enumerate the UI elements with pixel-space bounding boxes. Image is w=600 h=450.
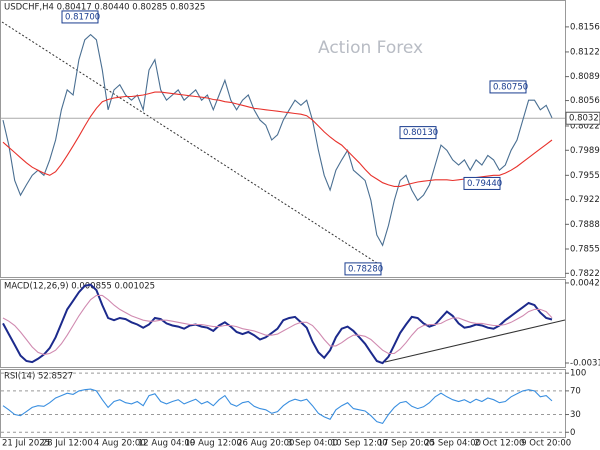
x-tick-label: 12 Aug 04:00	[138, 439, 195, 449]
y-tick-label: 0.81225	[570, 47, 600, 57]
x-tick-label: 28 Jul 12:00	[42, 439, 93, 449]
y-tick-label: 0	[570, 428, 575, 438]
x-tick-label: 21 Jul 2025	[2, 439, 50, 449]
annotation-box	[489, 80, 527, 94]
x-tick-label: 3 Sep 04:00	[287, 439, 338, 449]
y-tick-label: 0.78885	[570, 220, 600, 230]
annotation-label: 0.80130	[403, 128, 438, 138]
series-line	[2, 33, 553, 247]
watermark: Action Forex	[318, 38, 423, 58]
x-tick-label: 9 Oct 20:00	[521, 439, 571, 449]
y-tick-label: 0.004262	[570, 278, 600, 288]
y-tick-label: -0.003188	[570, 359, 600, 369]
annotation-label: 0.81700	[65, 12, 100, 22]
annotation-box	[344, 262, 382, 276]
x-tick-label: 26 Aug 20:00	[237, 439, 294, 449]
y-tick-label: 0.80565	[570, 96, 600, 106]
main-panel	[0, 0, 566, 278]
annotation-label: 0.78280	[348, 264, 383, 274]
y-tick-label: 0.81565	[570, 22, 600, 32]
x-tick-label: 2 Oct 12:00	[474, 439, 524, 449]
annotation-box	[463, 176, 501, 190]
last-price-label: 0.80325	[569, 114, 600, 124]
macd-title: MACD(12,26,9) 0.000855 0.001025	[4, 282, 155, 292]
last-price-box	[565, 111, 600, 125]
annotation-box	[61, 10, 99, 24]
macd-trend-line	[384, 319, 566, 363]
x-tick-label: 17 Sep 20:00	[378, 439, 435, 449]
series-line	[2, 294, 553, 356]
y-tick-label: 30	[570, 410, 581, 420]
annotation-box	[399, 126, 437, 140]
macd-panel	[0, 279, 566, 368]
series-line	[2, 283, 553, 365]
chart-title: USDCHF,H4 0.80417 0.80440 0.80285 0.8032…	[4, 3, 205, 13]
x-tick-label: 10 Sep 12:00	[331, 439, 388, 449]
series-line	[2, 91, 553, 187]
rsi-panel	[0, 369, 566, 438]
y-tick-label: 100	[570, 369, 586, 379]
y-tick-label: 70	[570, 386, 581, 396]
trend-line	[1, 21, 381, 266]
x-tick-label: 19 Aug 12:00	[185, 439, 242, 449]
annotation-label: 0.79440	[467, 179, 502, 189]
rsi-title: RSI(14) 52.8527	[4, 372, 73, 382]
x-tick-label: 4 Aug 20:00	[94, 439, 146, 449]
annotation-label: 0.80750	[493, 82, 528, 92]
series-line	[2, 388, 553, 425]
x-tick-label: 25 Sep 04:00	[424, 439, 481, 449]
